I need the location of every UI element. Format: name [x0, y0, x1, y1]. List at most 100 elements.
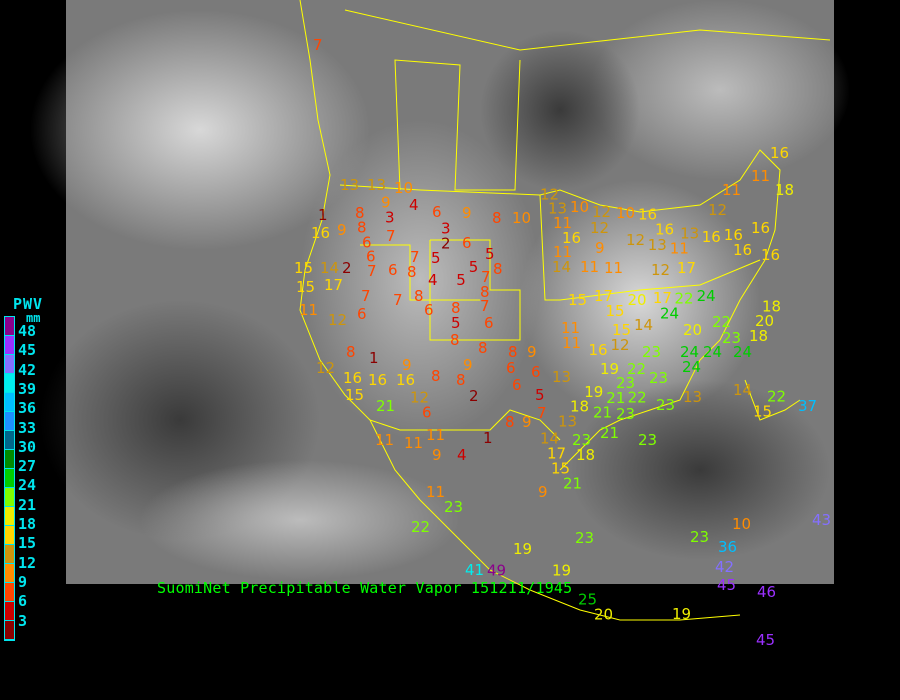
station-pwv-value: 12: [626, 231, 645, 249]
station-pwv-value: 23: [616, 374, 635, 392]
station-pwv-value: 9: [463, 356, 473, 374]
station-pwv-value: 22: [627, 360, 646, 378]
station-pwv-value: 7: [481, 268, 491, 286]
station-pwv-value: 45: [756, 631, 775, 649]
station-pwv-value: 19: [584, 383, 603, 401]
station-pwv-value: 9: [432, 446, 442, 464]
legend-tick: 15: [18, 534, 37, 553]
station-pwv-value: 5: [431, 249, 441, 267]
station-pwv-value: 6: [531, 363, 541, 381]
station-pwv-value: 8: [451, 299, 461, 317]
station-pwv-value: 5: [456, 271, 466, 289]
station-pwv-value: 16: [702, 228, 721, 246]
station-pwv-value: 8: [505, 413, 515, 431]
station-pwv-value: 17: [677, 259, 696, 277]
legend-swatch: [5, 621, 14, 640]
station-pwv-value: 7: [361, 287, 371, 305]
station-pwv-value: 9: [402, 356, 412, 374]
station-pwv-value: 9: [595, 239, 605, 257]
station-pwv-value: 16: [655, 221, 674, 239]
legend-swatch: [5, 507, 14, 526]
station-pwv-value: 19: [513, 540, 532, 558]
station-pwv-value: 23: [444, 498, 463, 516]
legend-tick: 48: [18, 322, 37, 340]
legend-swatch: [5, 526, 14, 545]
station-pwv-value: 11: [553, 214, 572, 232]
station-pwv-value: 21: [563, 475, 582, 493]
station-pwv-value: 21: [600, 424, 619, 442]
station-pwv-value: 45: [717, 576, 736, 594]
station-pwv-value: 36: [718, 538, 737, 556]
station-pwv-value: 23: [572, 431, 591, 449]
station-pwv-value: 11: [426, 426, 445, 444]
station-pwv-value: 1: [369, 349, 379, 367]
station-pwv-value: 8: [456, 371, 466, 389]
legend-tick: 36: [18, 399, 37, 418]
station-pwv-value: 12: [651, 261, 670, 279]
station-pwv-value: 16: [733, 241, 752, 259]
station-pwv-value: 12: [540, 186, 559, 204]
station-pwv-value: 7: [537, 404, 547, 422]
station-pwv-value: 15: [612, 321, 631, 339]
station-pwv-value: 23: [690, 528, 709, 546]
legend-tick: 21: [18, 495, 37, 514]
station-pwv-value: 5: [451, 314, 461, 332]
station-pwv-value: 8: [355, 204, 365, 222]
station-pwv-value: 6: [506, 359, 516, 377]
station-pwv-value: 15: [606, 302, 625, 320]
political-borders: [299, 0, 831, 621]
legend-tick: 6: [18, 592, 28, 611]
station-pwv-value: 6: [512, 376, 522, 394]
legend-swatch: [5, 488, 14, 507]
station-pwv-value: 13: [648, 236, 667, 254]
station-pwv-value: 16: [770, 144, 789, 162]
station-pwv-value: 12: [708, 201, 727, 219]
station-pwv-value: 7: [313, 36, 323, 54]
station-pwv-value: 16: [343, 369, 362, 387]
station-pwv-value: 11: [580, 258, 599, 276]
station-pwv-value: 11: [404, 434, 423, 452]
legend-tick: 45: [18, 341, 37, 360]
station-pwv-value: 13: [558, 412, 577, 430]
station-pwv-value: 15: [568, 291, 587, 309]
station-pwv-value: 18: [576, 446, 595, 464]
station-pwv-value: 16: [396, 371, 415, 389]
station-pwv-value: 5: [469, 258, 479, 276]
station-pwv-value: 1: [483, 429, 493, 447]
station-pwv-value: 12: [328, 311, 347, 329]
station-pwv-value: 23: [722, 329, 741, 347]
station-pwv-value: 11: [722, 181, 741, 199]
station-pwv-value: 11: [561, 319, 580, 337]
legend-tick: 3: [18, 611, 28, 630]
station-pwv-value: 13: [680, 224, 699, 242]
station-pwv-value: 12: [410, 389, 429, 407]
station-pwv-value: 16: [368, 371, 387, 389]
station-pwv-value: 19: [672, 605, 691, 623]
station-pwv-value: 20: [755, 312, 774, 330]
legend-tick: 24: [18, 476, 37, 495]
station-pwv-value: 10: [616, 204, 635, 222]
station-pwv-value: 16: [562, 229, 581, 247]
station-pwv-value: 10: [512, 209, 531, 227]
station-pwv-value: 18: [570, 397, 589, 415]
station-pwv-value: 22: [628, 388, 647, 406]
station-pwv-value: 16: [724, 226, 743, 244]
station-pwv-value: 11: [670, 239, 689, 257]
station-pwv-value: 11: [553, 243, 572, 261]
station-pwv-value: 2: [441, 235, 451, 253]
station-pwv-value: 2: [469, 387, 479, 405]
station-pwv-value: 11: [751, 167, 770, 185]
legend-swatch: [5, 355, 14, 374]
station-pwv-value: 6: [366, 248, 376, 266]
station-pwv-value: 14: [634, 316, 653, 334]
station-pwv-value: 22: [712, 313, 731, 331]
station-pwv-value: 8: [493, 260, 503, 278]
station-pwv-value: 13: [367, 176, 386, 194]
station-pwv-value: 7: [480, 297, 490, 315]
station-pwv-value: 13: [340, 176, 359, 194]
station-pwv-value: 8: [508, 343, 518, 361]
station-pwv-value: 23: [649, 369, 668, 387]
legend-swatch: [5, 374, 14, 393]
station-pwv-value: 21: [593, 404, 612, 422]
